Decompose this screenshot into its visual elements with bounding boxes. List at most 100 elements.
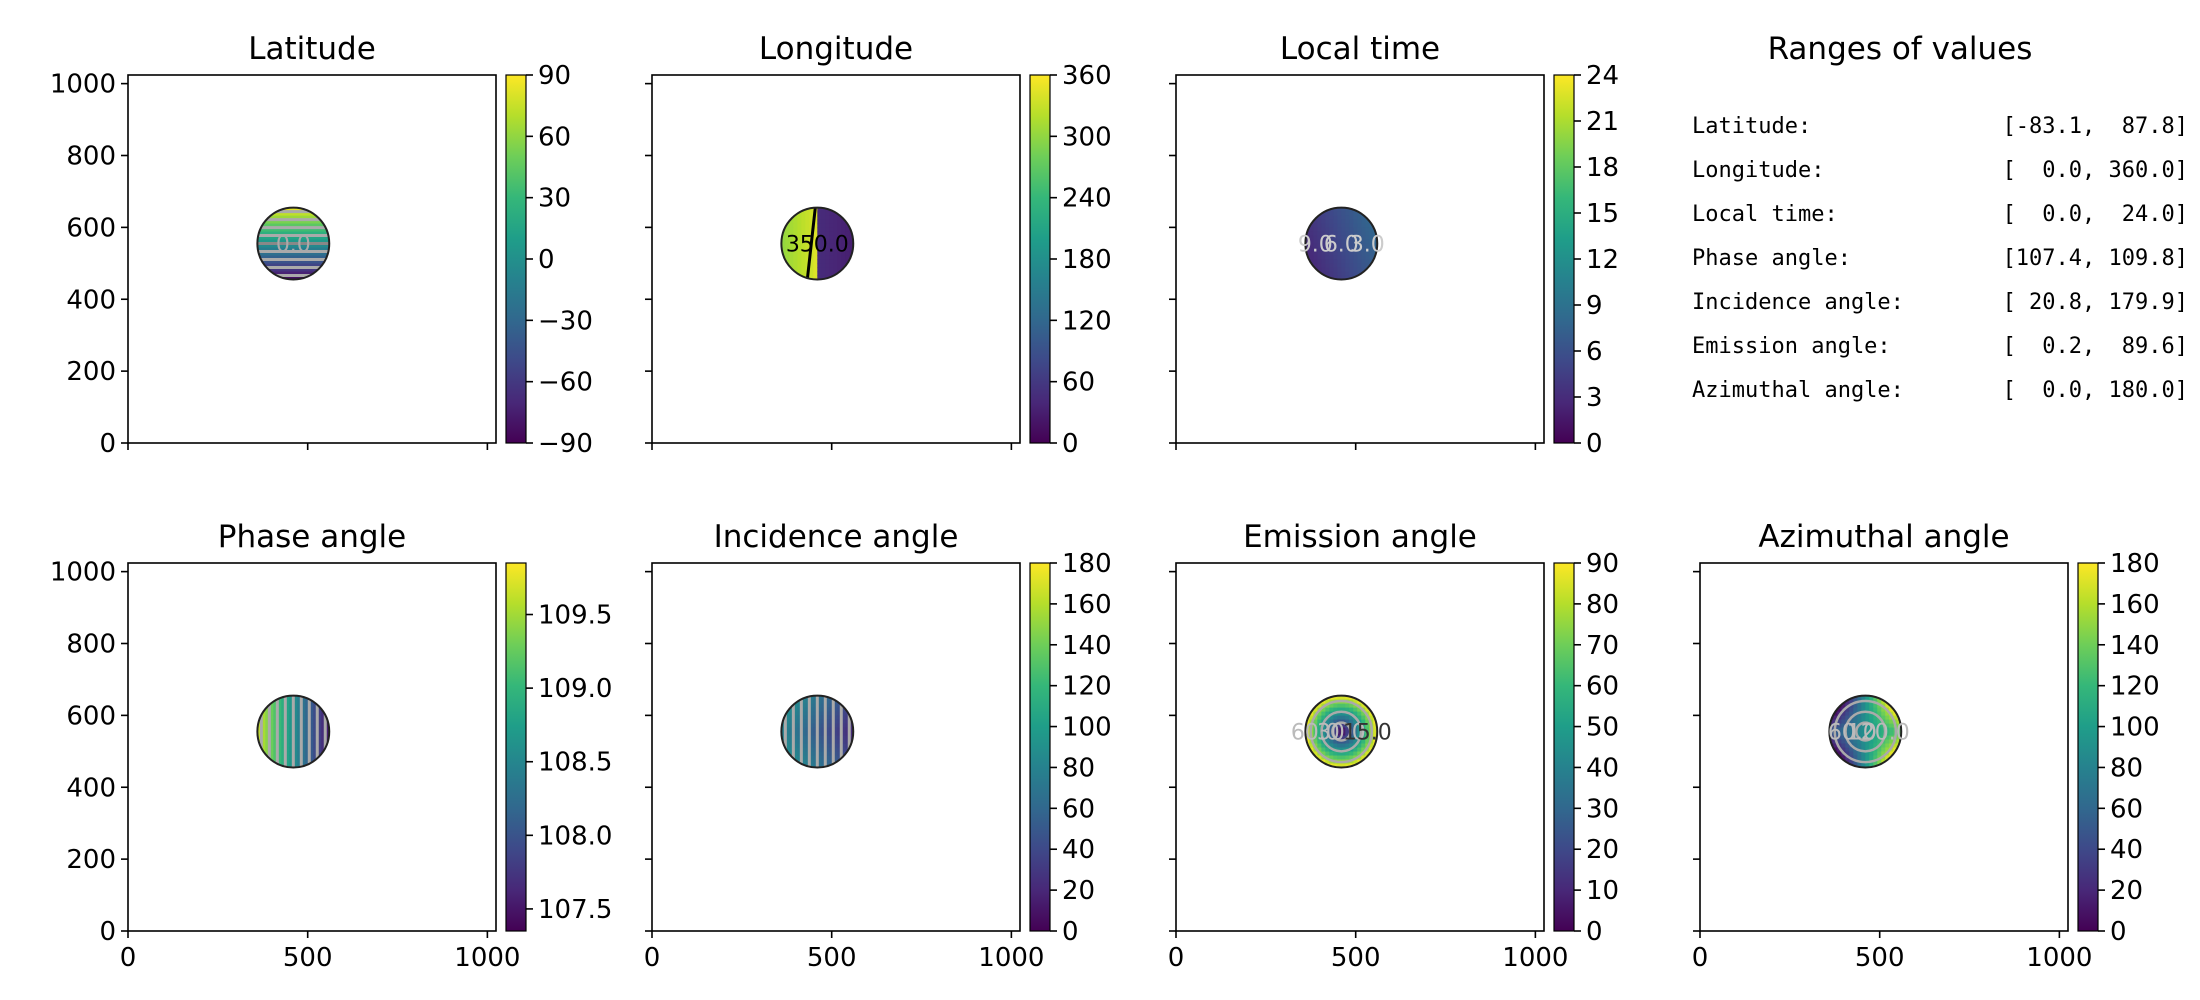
panel-phase-pixel (289, 735, 294, 741)
panel-phase-pixel (257, 735, 262, 741)
panel-emission-pixel (1305, 727, 1310, 733)
panel-localtime-pixel (1325, 227, 1330, 233)
panel-incidence-pixel (793, 747, 798, 753)
panel-phase-pixel (277, 747, 282, 753)
panel-emission-pixel (1349, 739, 1354, 745)
panel-localtime-pixel (1361, 223, 1366, 229)
panel-incidence-colorbar-tick-label: 80 (1062, 753, 1095, 783)
panel-incidence-pixel (817, 695, 822, 701)
panel-incidence-pixel (797, 739, 802, 745)
panel-incidence-pixel (809, 727, 814, 733)
panel-localtime-pixel (1365, 251, 1370, 257)
panel-localtime-pixel (1313, 251, 1318, 257)
panel-phase-pixel (269, 755, 274, 761)
panel-incidence-pixel (837, 727, 842, 733)
panel-localtime-pixel (1349, 263, 1354, 269)
panel-longitude-pixel (845, 243, 850, 249)
panel-longitude-pixel (821, 215, 826, 221)
panel-phase-pixel (293, 703, 298, 709)
panel-longitude-pixel (797, 215, 802, 221)
panel-azimuth-colorbar-tick-label: 100 (2110, 713, 2160, 743)
panel-emission-pixel (1341, 723, 1346, 729)
panel-latitude-pixel (273, 255, 278, 261)
panel-longitude-colorbar-tick-label: 300 (1062, 122, 1112, 152)
panel-latitude-pixel (289, 251, 294, 257)
panel-longitude-pixel (817, 215, 822, 221)
panel-emission-pixel (1349, 703, 1354, 709)
panel-latitude-pixel (301, 239, 306, 245)
panel-azimuth-pixel (1865, 715, 1870, 721)
panel-incidence-pixel (829, 731, 834, 737)
panel-incidence-pixel (785, 735, 790, 741)
panel-latitude-pixel (293, 211, 298, 217)
panel-latitude-pixel (289, 263, 294, 269)
panel-longitude-pixel (785, 239, 790, 245)
panel-azimuth-contour (1855, 721, 1876, 742)
panel-localtime-pixel (1317, 215, 1322, 221)
panel-emission-limb (1304, 694, 1379, 769)
panel-latitude-pixel (297, 211, 302, 217)
panel-phase-pixel (305, 723, 310, 729)
panel-latitude-pixel (281, 259, 286, 265)
panel-phase-pixel (289, 695, 294, 701)
panel-incidence-pixel (833, 703, 838, 709)
panel-longitude-pixel (833, 243, 838, 249)
panel-localtime-pixel (1369, 235, 1374, 241)
panel-longitude-pixel (845, 239, 850, 245)
panel-latitude-pixel (281, 219, 286, 225)
panel-localtime-pixel (1329, 239, 1334, 245)
panel-localtime-pixel (1337, 223, 1342, 229)
panel-emission-pixel (1325, 735, 1330, 741)
panel-emission-pixel (1333, 755, 1338, 761)
panel-latitude-pixel (293, 215, 298, 221)
panel-localtime-pixel (1357, 215, 1362, 221)
panel-localtime-pixel (1365, 227, 1370, 233)
panel-incidence-pixel (793, 723, 798, 729)
panel-azimuth-pixel (1889, 739, 1894, 745)
panel-azimuth-pixel (1845, 743, 1850, 749)
panel-longitude-pixel (817, 227, 822, 233)
panel-latitude-pixel (285, 267, 290, 273)
panel-incidence-pixel (817, 763, 822, 768)
panel-localtime-pixel (1341, 231, 1346, 237)
panel-phase-pixel (313, 751, 318, 757)
panel-incidence-pixel (797, 735, 802, 741)
panel-phase-pixel (257, 731, 262, 737)
panel-emission-pixel (1337, 707, 1342, 713)
panel-localtime-pixel (1349, 215, 1354, 221)
panel-azimuth-pixel (1893, 743, 1898, 749)
panel-phase-pixel (297, 747, 302, 753)
panel-emission-pixel (1345, 739, 1350, 745)
panel-phase-colorbar-tick-label: 107.5 (538, 895, 612, 925)
panel-azimuth-pixel (1829, 723, 1834, 729)
panel-longitude-pixel (781, 239, 786, 245)
panel-localtime-pixel (1361, 259, 1366, 265)
panel-latitude-pixel (281, 271, 286, 277)
panel-azimuth-pixel (1837, 739, 1842, 745)
panel-longitude-pixel (817, 243, 822, 249)
panel-longitude-pixel (801, 239, 806, 245)
panel-latitude-pixel (317, 219, 322, 225)
panel-localtime-pixel (1357, 211, 1362, 217)
panel-localtime-pixel (1325, 251, 1330, 257)
panel-phase-pixel (273, 723, 278, 729)
panel-phase-pixel (309, 699, 314, 705)
panel-emission-pixel (1361, 711, 1366, 717)
panel-incidence-pixel (801, 727, 806, 733)
panel-emission-pixel (1349, 715, 1354, 721)
panel-azimuth-pixel (1857, 751, 1862, 757)
panel-incidence-pixel (817, 735, 822, 741)
panel-latitude-pixel (269, 251, 274, 257)
panel-latitude-pixel (281, 211, 286, 217)
panel-localtime-colorbar (1553, 74, 1575, 444)
panel-incidence-pixel (817, 719, 822, 725)
panel-longitude-colorbar-tick-label: 360 (1062, 61, 1112, 91)
panel-azimuth-pixel (1865, 755, 1870, 761)
panel-azimuth-pixel (1881, 707, 1886, 713)
panel-latitude-pixel (265, 223, 270, 229)
panel-phase-title: Phase angle (218, 519, 406, 555)
panel-localtime-pixel (1317, 243, 1322, 249)
panel-azimuth-pixel (1857, 703, 1862, 709)
panel-localtime-colorbar-tick-label: 12 (1586, 245, 1619, 275)
panel-localtime-pixel (1361, 227, 1366, 233)
